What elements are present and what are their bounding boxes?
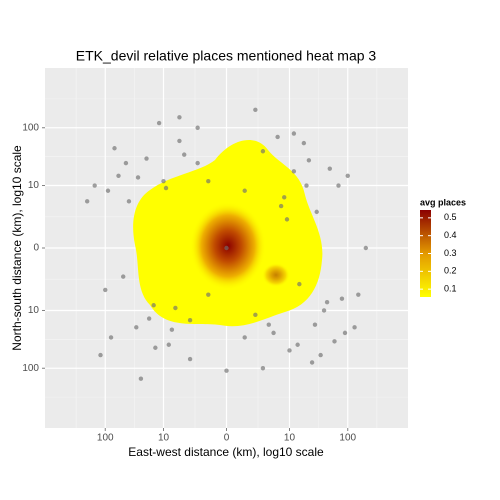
point [318,352,323,358]
y-tick-label: 10 [28,305,40,316]
point [173,305,178,311]
point [312,322,318,327]
x-tick-label: 10 [284,433,296,444]
point [195,160,200,166]
point [187,318,193,323]
point [161,178,166,184]
point [144,156,149,161]
y-tick-label: 100 [22,363,39,374]
point [135,175,141,180]
point [84,199,90,204]
point [98,352,103,358]
x-tick-label: 0 [224,433,230,444]
point [103,287,108,293]
point [177,115,182,120]
point [297,281,302,287]
point [224,245,229,251]
point [153,345,158,350]
point [332,339,337,344]
colorbar-tick-label: 0.5 [444,212,457,222]
point [169,327,175,332]
point [291,169,297,174]
chart-title: ETK_devil relative places mentioned heat… [76,48,377,64]
point [278,203,284,209]
point [123,160,129,166]
point [138,376,144,381]
point [266,322,271,327]
point [151,303,156,308]
point [105,188,111,193]
point [206,292,211,297]
x-tick-label: 100 [339,433,356,444]
point [112,146,117,151]
point [224,368,229,373]
point [182,152,187,157]
point [242,188,247,193]
point [116,173,121,178]
point [271,330,276,336]
point [121,274,126,279]
colorbar-tick-label: 0.2 [444,266,457,276]
colorbar-tick-label: 0.4 [444,230,457,240]
point [163,185,169,191]
point [301,140,307,146]
point [187,356,193,362]
point [304,183,309,188]
point [284,217,290,222]
point [253,107,258,113]
point [314,209,319,215]
point [339,296,345,301]
y-tick-label: 0 [33,243,39,254]
point [260,366,266,371]
point [282,195,287,200]
point [363,245,369,251]
point [108,335,114,340]
point [336,183,341,188]
point [134,325,139,330]
point [327,166,332,171]
point [324,299,330,305]
colorbar-title: avg places [420,197,466,207]
point [352,325,357,330]
x-tick-label: 10 [158,433,170,444]
point [195,125,200,130]
point [253,312,258,318]
point [156,120,162,126]
point [287,348,292,353]
density-peak [262,263,290,287]
y-axis-label: North-south distance (km), log10 scale [10,145,24,351]
point [166,342,171,347]
point [275,134,280,140]
colorbar-tick-label: 0.1 [444,284,457,294]
point [291,131,297,136]
point [295,342,300,347]
x-tick-label: 100 [97,433,114,444]
colorbar [420,210,431,297]
point [345,173,350,178]
point [260,149,266,154]
point [92,183,97,188]
x-axis-label: East-west distance (km), log10 scale [128,445,324,459]
point [342,330,348,336]
point [126,199,132,204]
point [146,316,152,321]
point [206,178,211,184]
point [242,335,247,340]
y-tick-label: 100 [22,122,39,133]
colorbar-tick-label: 0.3 [444,248,457,258]
point [321,308,327,313]
point [306,158,312,163]
point [177,138,182,144]
point [309,360,315,365]
density-peak [190,202,266,290]
y-tick-label: 10 [28,180,40,191]
point [356,292,361,297]
